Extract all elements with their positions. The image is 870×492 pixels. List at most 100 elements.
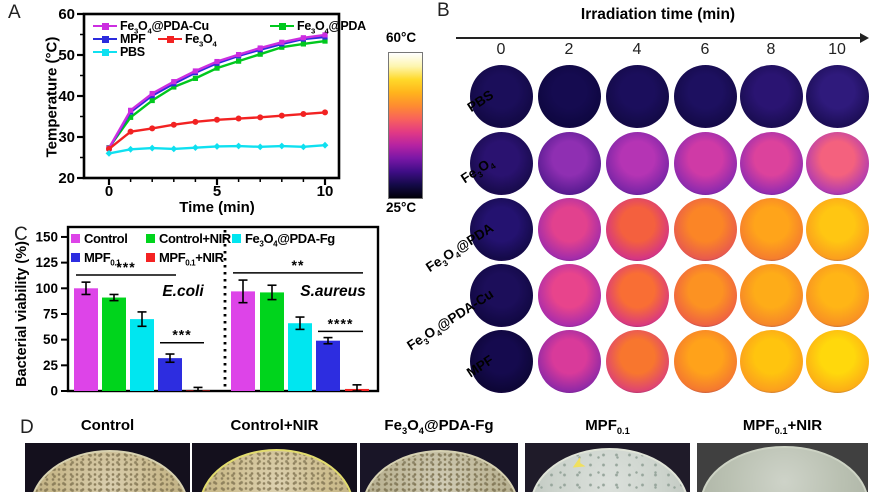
legend-label: MPF xyxy=(120,32,146,46)
thermal-well xyxy=(605,64,669,128)
thermal-well xyxy=(673,197,737,261)
data-point-marker xyxy=(170,121,177,128)
plate-label: Control xyxy=(80,417,135,434)
panel-a-legend: Fe3O4@PDA-Cu Fe3O4@PDA MPF Fe3O4 PBS xyxy=(0,0,435,80)
x-tick-label: 5 xyxy=(213,183,221,200)
thermal-well xyxy=(805,64,869,128)
legend-label: MPF0.1+NIR xyxy=(159,250,224,268)
thermal-well xyxy=(739,263,803,327)
data-point-marker xyxy=(171,79,177,85)
y-tick-label: 150 xyxy=(35,229,58,244)
bar xyxy=(158,358,182,391)
y-tick-label: 40 xyxy=(58,88,75,105)
data-point-marker xyxy=(236,51,242,58)
legend-swatch xyxy=(71,253,80,262)
legend-item: Fe3O4 xyxy=(158,32,217,49)
thermal-well xyxy=(537,263,601,327)
legend-item: PBS xyxy=(93,45,145,59)
thermal-well xyxy=(673,131,737,195)
petri-photo xyxy=(697,443,868,492)
group-label: S.aureus xyxy=(300,283,366,300)
legend-swatch xyxy=(71,234,80,243)
data-point-marker xyxy=(214,116,220,123)
panel-d-letter: D xyxy=(20,417,34,438)
legend-label: Control+NIR xyxy=(159,231,231,246)
y-tick-label: 0 xyxy=(50,384,58,399)
data-point-marker xyxy=(321,141,329,149)
group-label: E.coli xyxy=(162,283,204,300)
time-tick-label: 10 xyxy=(828,41,846,58)
legend-item: MPF0.1+NIR xyxy=(146,250,224,268)
y-tick-label: 50 xyxy=(43,332,58,347)
legend-item: Control+NIR xyxy=(146,231,231,246)
time-tick-label: 6 xyxy=(700,41,710,58)
colorbar-min-label: 25°C xyxy=(386,200,417,215)
legend-marker xyxy=(93,20,117,33)
data-point-marker xyxy=(236,58,242,64)
data-point-marker xyxy=(300,41,306,47)
data-point-marker xyxy=(213,143,221,150)
thermal-well xyxy=(739,197,803,261)
x-tick-label: 10 xyxy=(317,183,334,200)
legend-marker xyxy=(93,33,117,46)
thermal-well xyxy=(469,329,533,393)
colorbar-max-label: 60°C xyxy=(386,30,417,45)
data-point-marker xyxy=(279,44,285,50)
data-point-marker xyxy=(278,112,285,119)
thermal-well xyxy=(537,329,601,393)
temperature-chart: 0 5 10 20 30 40 50 60 xyxy=(58,6,341,200)
y-tick-label: 30 xyxy=(58,129,75,146)
data-point-marker xyxy=(149,90,155,97)
data-point-marker xyxy=(192,144,199,152)
petri-dish xyxy=(700,445,868,492)
time-tick-label: 2 xyxy=(564,41,574,58)
thermal-well xyxy=(673,64,737,128)
data-point-marker xyxy=(257,45,263,51)
thermal-well xyxy=(805,131,869,195)
data-point-marker xyxy=(279,39,285,45)
panel-d: D Control Control+NIR Fe3O4@PDA-Fg MPF0.1 ➤ M… xyxy=(0,415,870,492)
y-tick-label: 125 xyxy=(35,255,58,270)
thermal-well xyxy=(469,131,533,195)
data-point-marker xyxy=(106,145,112,152)
data-point-marker xyxy=(235,115,242,122)
data-point-marker xyxy=(235,142,242,150)
legend-item: Fe3O4@PDA xyxy=(270,19,366,35)
panel-c-letter: C xyxy=(14,224,28,245)
data-point-marker xyxy=(278,142,286,150)
panel-c: C 0 25 50 75 100 125 150 E.coli *** *** S.aureus **… xyxy=(0,218,450,418)
data-point-marker xyxy=(300,35,306,41)
legend-item: Fe3O4@PDA-Fg xyxy=(232,231,335,248)
data-point-marker xyxy=(214,65,220,71)
legend-label: Fe3O4@PDA-Cu xyxy=(120,19,209,36)
y-tick-label: 75 xyxy=(43,306,59,321)
data-point-marker xyxy=(127,145,134,153)
legend-marker xyxy=(93,46,117,59)
legend-label: PBS xyxy=(120,45,145,59)
bar xyxy=(102,297,126,391)
data-point-marker xyxy=(127,128,134,135)
y-tick-label: 20 xyxy=(58,170,75,187)
bar xyxy=(74,288,98,391)
data-point-marker xyxy=(300,143,307,151)
data-point-marker xyxy=(128,107,134,113)
thermal-well xyxy=(673,263,737,327)
plate-label: MPF0.1 xyxy=(585,417,630,436)
panel-b-letter: B xyxy=(437,0,450,21)
legend-swatch xyxy=(232,234,241,243)
legend-marker xyxy=(158,33,182,46)
thermal-well xyxy=(805,197,869,261)
petri-dish xyxy=(361,449,518,492)
significance-stars: *** xyxy=(116,259,135,275)
time-axis-arrowhead xyxy=(860,33,869,43)
time-axis-line xyxy=(456,37,860,39)
thermal-well xyxy=(469,64,533,128)
petri-dish xyxy=(198,448,355,492)
data-point-marker xyxy=(214,58,220,65)
legend-item: MPF0.1 xyxy=(71,250,121,267)
thermal-well xyxy=(469,263,533,327)
data-point-marker xyxy=(256,143,264,151)
legend-label: Fe3O4 xyxy=(185,32,217,49)
legend-swatch xyxy=(146,234,155,243)
petri-dish xyxy=(529,447,690,492)
